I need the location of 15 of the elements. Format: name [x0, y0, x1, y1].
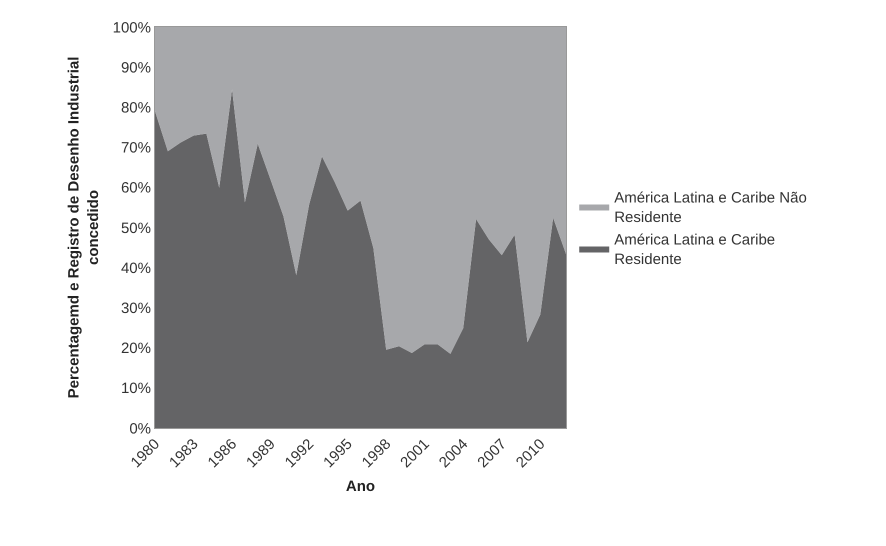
- y-tick-label: 90%: [120, 59, 151, 76]
- y-tick-label: 70%: [120, 140, 151, 157]
- y-tick-label: 60%: [120, 180, 151, 197]
- legend-label: América Latina e Caribe Residente: [614, 232, 776, 268]
- y-tick-label: 40%: [120, 260, 151, 277]
- y-tick-label: 50%: [120, 220, 151, 237]
- legend-label: América Latina e Caribe Não Residente: [614, 190, 807, 226]
- y-tick-label: 20%: [120, 340, 151, 358]
- y-tick-label: 80%: [120, 99, 151, 116]
- y-tick-label: 10%: [120, 380, 151, 398]
- y-tick-label: 100%: [112, 19, 151, 36]
- y-tick-label: 30%: [120, 300, 151, 317]
- y-axis-title: Percentagemd e Registro de Desenho Industrial concedido: [65, 56, 102, 398]
- y-tick-label: 0%: [129, 420, 151, 438]
- x-axis-title: Ano: [346, 478, 376, 496]
